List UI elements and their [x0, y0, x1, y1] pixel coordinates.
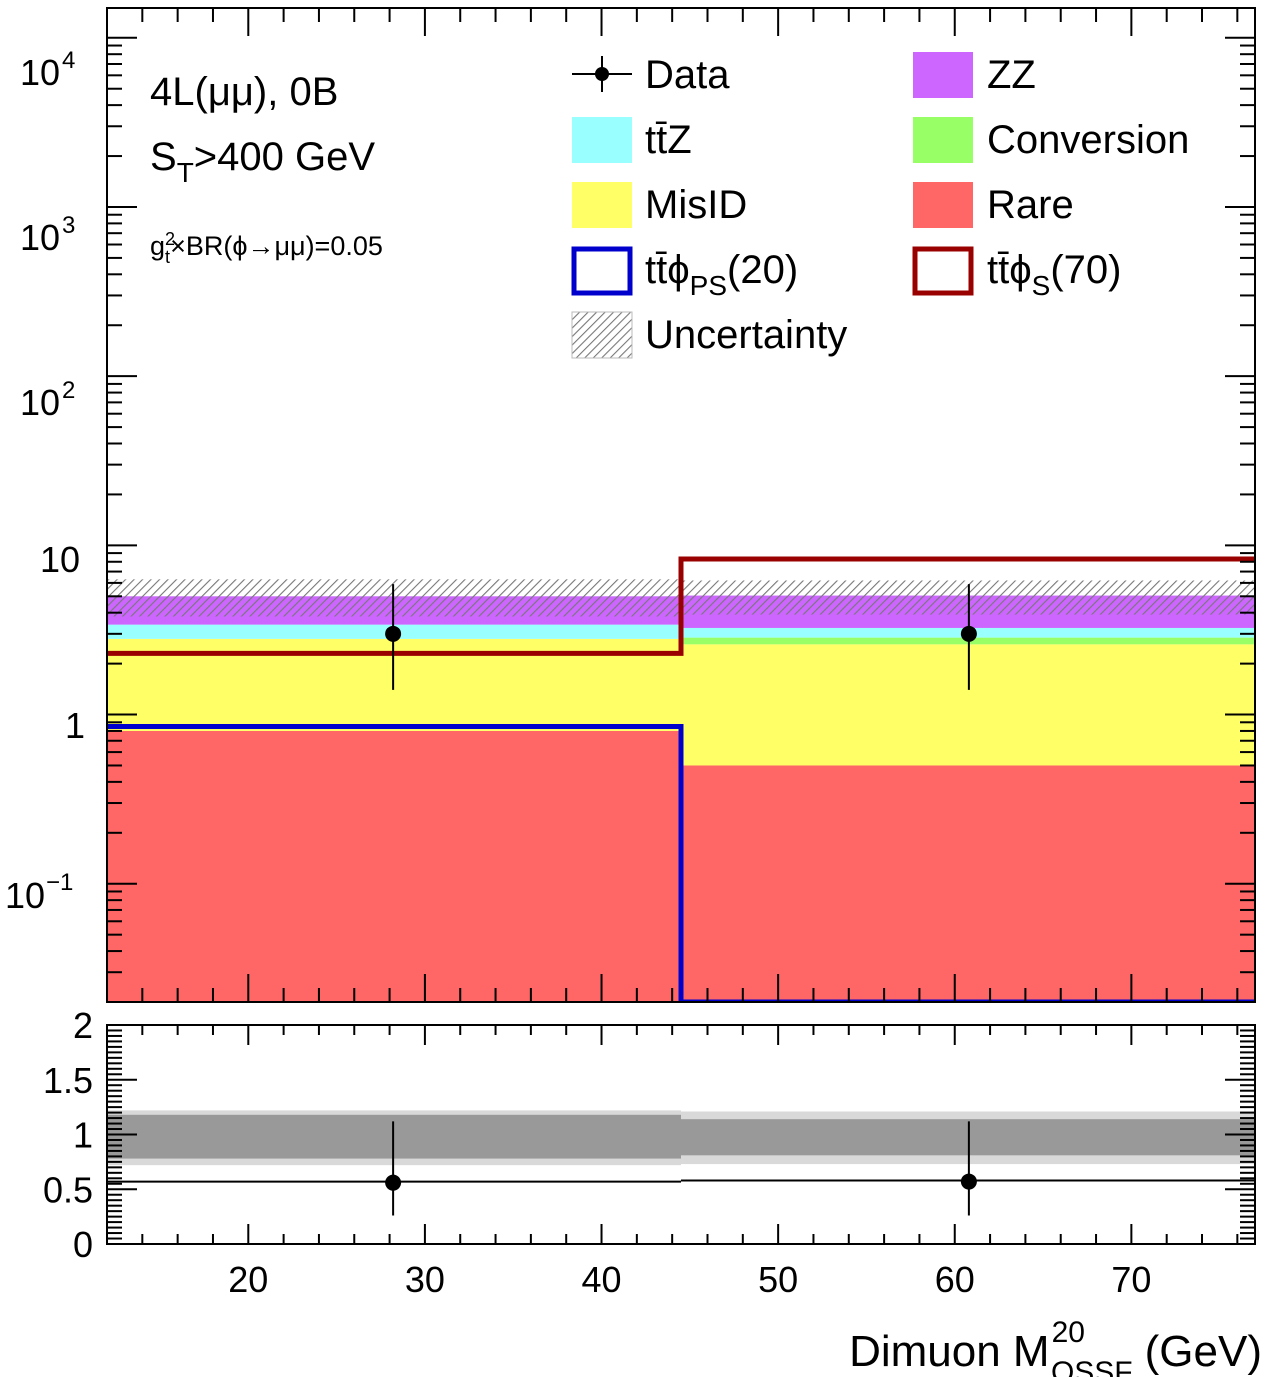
y-tick-label-1: 1: [65, 705, 85, 746]
ratio-panel: 2 1.5 1 0.5 0 20 30 40 50 60 70 Dimuon M20 OSSF (Ge…: [43, 1005, 1262, 1377]
legend-entry-zz: ZZ: [913, 52, 1036, 98]
ratio-y-tick-label: 0.5: [43, 1169, 93, 1210]
ratio-point-2: [960, 1173, 977, 1190]
legend-entry-ttphi-ps: tt̄ϕPS(20): [571, 246, 798, 301]
legend-label-misid: MisID: [645, 183, 747, 227]
signal-line-ttphi_ps: [107, 723, 1255, 1002]
x-tick-label: 20: [228, 1259, 268, 1300]
main-axes: [106, 7, 1256, 1003]
y-tick-label-1e2-exp: 2: [62, 377, 75, 404]
legend: Data ZZ tt̄Z Conversion MisID Rare: [571, 52, 1189, 359]
y-tick-label-1e4-exp: 4: [62, 47, 75, 74]
legend-entry-ttz: tt̄Z: [572, 117, 692, 163]
ratio-axes: [106, 1024, 1256, 1245]
x-axis-title: Dimuon M20 OSSF (GeV): [849, 1316, 1262, 1377]
legend-swatch-ttphi-s: [912, 246, 974, 296]
y-tick-label-1e-1: 10: [5, 875, 45, 916]
main-plot-area: [107, 556, 1255, 1002]
legend-entry-rare: Rare: [913, 182, 1074, 228]
x-tick-label: 70: [1111, 1259, 1151, 1300]
coupling-label: g2 t×BR(ϕ→μμ)=0.05: [150, 229, 383, 267]
ratio-y-tick-label: 0: [73, 1224, 93, 1265]
data-point-2: [960, 625, 977, 642]
legend-label-conversion: Conversion: [987, 118, 1189, 162]
legend-label-ttphi-ps: tt̄ϕPS(20): [645, 248, 798, 301]
x-tick-label: 40: [581, 1259, 621, 1300]
legend-label-ttphi-s: tt̄ϕS(70): [987, 248, 1121, 301]
data-point-1: [385, 625, 402, 642]
legend-swatch-zz: [913, 52, 973, 98]
ratio-plot-area: [107, 1110, 1255, 1216]
legend-entry-ttphi-s: tt̄ϕS(70): [912, 246, 1121, 301]
x-tick-label: 60: [935, 1259, 975, 1300]
ratio-y-tick-label: 2: [73, 1005, 93, 1046]
y-tick-label-1e3: 10: [20, 217, 60, 258]
y-tick-label-1e-1-exp: −1: [46, 869, 73, 896]
main-frame: [106, 7, 1256, 1003]
legend-swatch-ttphi-ps: [571, 246, 633, 296]
legend-entry-conversion: Conversion: [913, 117, 1189, 163]
bar-rare-bin1: [107, 730, 681, 1002]
annotations: 4L(μμ), 0B ST>400 GeV g2 t×BR(ϕ→μμ)=0.05: [150, 70, 383, 267]
y-tick-label-1e2: 10: [20, 382, 60, 423]
legend-label-ttz: tt̄Z: [645, 118, 692, 162]
x-tick-label: 30: [405, 1259, 445, 1300]
ratio-y-tick-label: 1.5: [43, 1060, 93, 1101]
legend-swatch-ttz: [572, 117, 632, 163]
main-y-tick-labels: 10 4 10 3 10 2 10 1 10 −1: [5, 47, 85, 916]
bar-rare-bin2: [681, 765, 1255, 1002]
ratio-y-tick-label: 1: [73, 1115, 93, 1156]
legend-swatch-rare: [913, 182, 973, 228]
main-panel: 10 4 10 3 10 2 10 1 10 −1 4L(μμ), 0B ST>…: [5, 7, 1256, 1003]
legend-label-data: Data: [645, 53, 730, 97]
legend-label-rare: Rare: [987, 183, 1074, 227]
legend-entry-misid: MisID: [572, 182, 747, 228]
legend-entry-data: Data: [572, 53, 730, 97]
y-tick-label-1e4: 10: [20, 52, 60, 93]
legend-swatch-misid: [572, 182, 632, 228]
legend-label-uncertainty: Uncertainty: [645, 313, 847, 357]
ratio-point-1: [385, 1174, 402, 1191]
legend-label-zz: ZZ: [987, 53, 1036, 97]
y-tick-label-10: 10: [40, 539, 80, 580]
legend-swatch-conversion: [913, 117, 973, 163]
st-cut-label: ST>400 GeV: [150, 135, 375, 188]
channel-label: 4L(μμ), 0B: [150, 70, 338, 114]
legend-entry-uncertainty: Uncertainty: [571, 311, 847, 359]
ratio-y-tick-labels: 2 1.5 1 0.5 0: [43, 1005, 93, 1265]
x-tick-label: 50: [758, 1259, 798, 1300]
y-tick-label-1e3-exp: 3: [62, 212, 75, 239]
legend-swatch-uncertainty: [571, 311, 633, 359]
x-tick-labels: 20 30 40 50 60 70: [228, 1259, 1151, 1300]
